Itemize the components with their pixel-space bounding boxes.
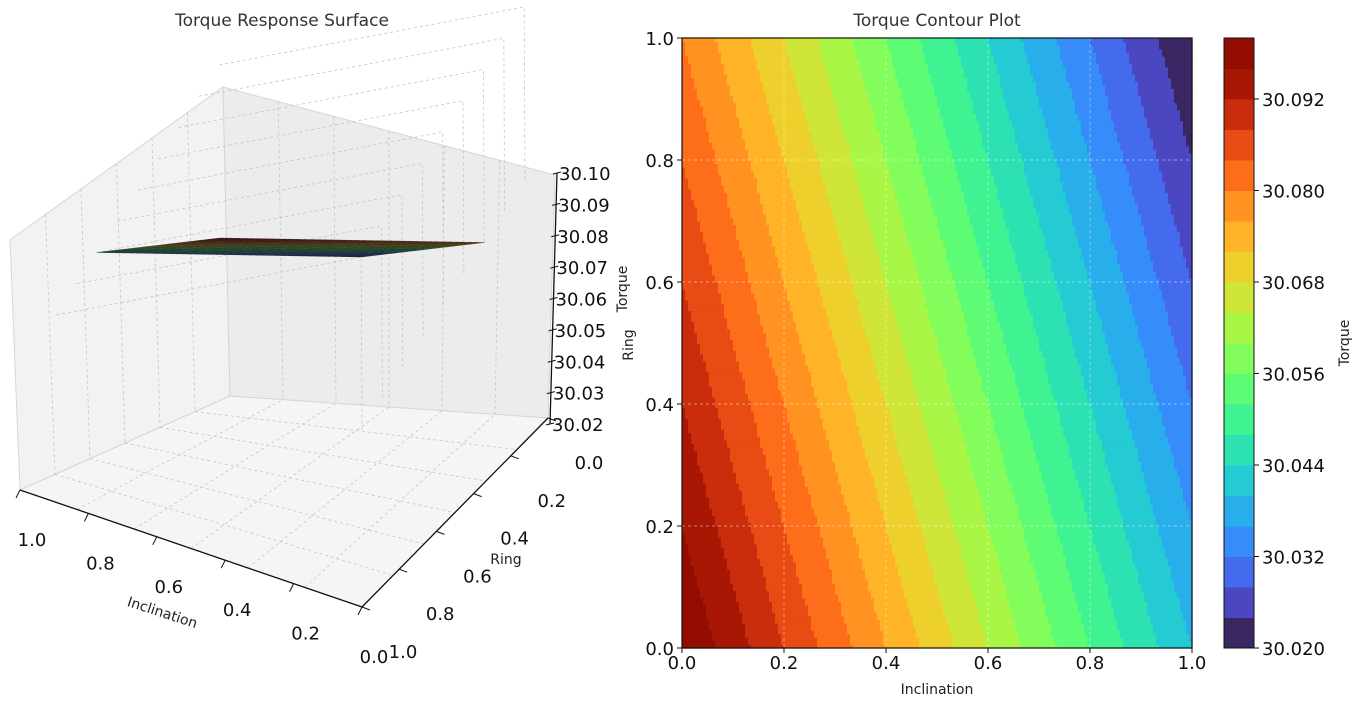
surface-plot: Torque Response Surface 1.00.80.60.40.20… [10, 7, 637, 668]
surface-title: Torque Response Surface [174, 11, 389, 31]
